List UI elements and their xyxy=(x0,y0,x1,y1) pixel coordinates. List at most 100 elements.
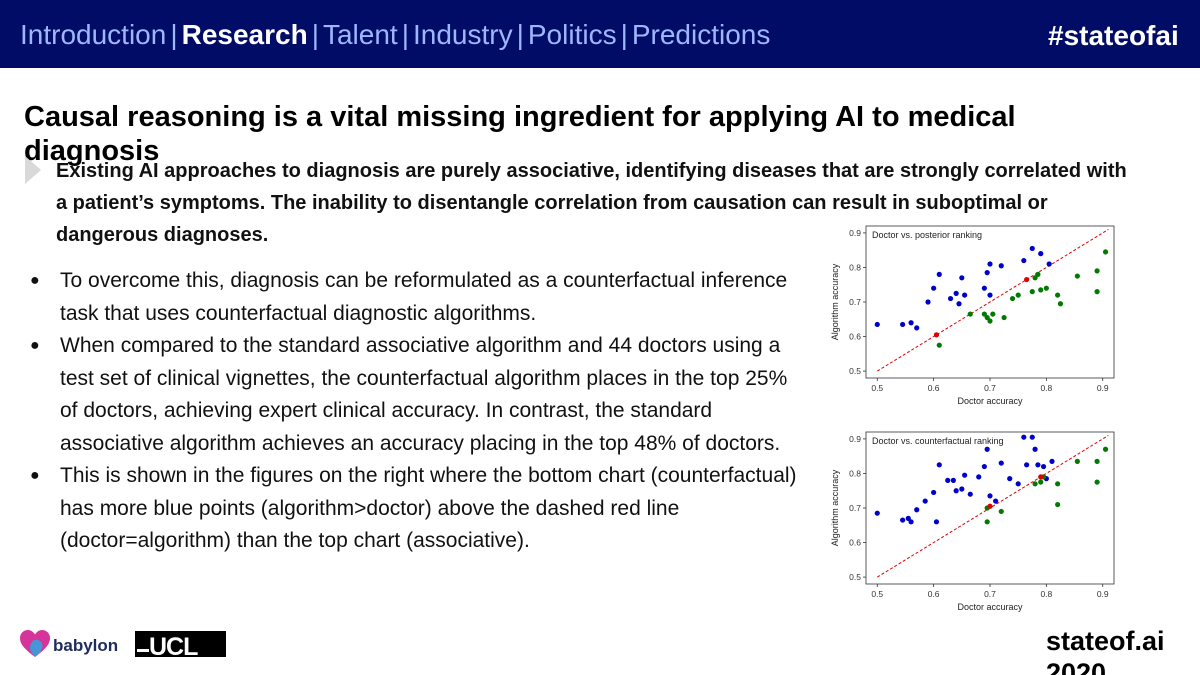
scatter-plot: Doctor vs. counterfactual ranking 0.5 0.6 0… xyxy=(830,431,1115,612)
x-axis-label: Doctor accuracy xyxy=(957,602,1023,612)
nav-item-research[interactable]: Research xyxy=(181,19,308,50)
data-point xyxy=(1035,271,1041,277)
slide-title: Causal reasoning is a vital missing ingr… xyxy=(24,101,1016,167)
header-bar: Introduction | Research | Talent | Industry | Po… xyxy=(0,0,1200,68)
data-point xyxy=(1032,275,1038,281)
data-point xyxy=(1021,434,1027,440)
heart-icon xyxy=(20,630,50,657)
x-tick-label: 0.9 xyxy=(1097,383,1109,393)
data-point xyxy=(987,318,993,324)
bullet-text: To overcome this, diagnosis can be refor… xyxy=(60,269,788,325)
bullet-icon: ● xyxy=(30,467,40,484)
y-tick-label: 0.9 xyxy=(849,434,861,444)
data-point xyxy=(1094,479,1100,485)
data-point xyxy=(1057,301,1064,307)
ucl-logo: UCL xyxy=(135,631,226,657)
data-point xyxy=(1024,462,1030,468)
nav-item-politics[interactable]: Politics xyxy=(527,19,617,50)
data-point xyxy=(945,477,951,483)
data-point xyxy=(950,477,956,483)
data-point xyxy=(987,261,993,267)
data-point xyxy=(967,491,973,497)
nav-item-introduction[interactable]: Introduction xyxy=(20,19,167,50)
data-point xyxy=(936,271,942,277)
data-point xyxy=(933,332,940,338)
data-point xyxy=(984,519,990,525)
x-tick-label: 0.6 xyxy=(928,589,940,599)
reference-line xyxy=(877,229,1109,372)
nav-separator: | xyxy=(311,19,319,50)
nav-separator: | xyxy=(620,19,628,50)
bullet-icon: ● xyxy=(30,272,40,289)
data-point xyxy=(874,321,880,328)
data-point xyxy=(1038,479,1044,485)
nav-separator: | xyxy=(170,19,178,50)
x-tick-label: 0.5 xyxy=(871,589,883,599)
nav-item-predictions[interactable]: Predictions xyxy=(631,19,771,50)
chart-title: Doctor vs. posterior ranking xyxy=(872,230,982,240)
data-point xyxy=(976,474,982,480)
data-point xyxy=(1038,287,1044,293)
y-tick-label: 0.5 xyxy=(849,572,861,582)
data-point xyxy=(953,488,959,494)
data-point xyxy=(1024,276,1030,283)
y-tick-label: 0.8 xyxy=(849,468,861,478)
data-point xyxy=(959,486,965,492)
data-point xyxy=(1049,458,1055,464)
bullet-text: When compared to the standard associativ… xyxy=(60,334,788,455)
y-tick-label: 0.6 xyxy=(849,332,861,342)
nav-item-industry[interactable]: Industry xyxy=(412,19,513,50)
lead-line: Existing AI approaches to diagnosis are … xyxy=(56,160,1127,182)
hashtag: #stateofai xyxy=(1048,20,1179,51)
data-point xyxy=(984,314,990,321)
data-point xyxy=(959,275,965,281)
data-point xyxy=(1035,462,1041,468)
bullet-icon: ● xyxy=(30,337,40,354)
data-point xyxy=(914,507,920,513)
data-point xyxy=(900,321,906,328)
data-point xyxy=(990,311,996,317)
data-point xyxy=(900,517,906,523)
y-axis-label: Algorithm accuracy xyxy=(830,469,840,546)
data-point xyxy=(1046,261,1052,267)
data-point xyxy=(1038,474,1044,480)
data-point xyxy=(1043,285,1049,291)
data-point xyxy=(922,498,928,504)
data-point xyxy=(1055,292,1061,298)
list-item: ● To overcome this, diagnosis can be refo… xyxy=(30,265,810,330)
data-point xyxy=(998,460,1004,466)
data-point xyxy=(984,270,990,276)
data-point xyxy=(1007,476,1013,482)
y-axis-label: Algorithm accuracy xyxy=(830,263,840,340)
data-point xyxy=(1055,501,1061,508)
data-point xyxy=(981,285,987,291)
y-tick-label: 0.5 xyxy=(849,366,861,376)
data-point xyxy=(905,515,911,521)
nav-item-talent[interactable]: Talent xyxy=(322,19,398,50)
data-point xyxy=(1074,273,1080,279)
data-point xyxy=(953,290,959,296)
footer-brand: stateof.ai 2020 xyxy=(1046,626,1165,675)
data-point xyxy=(1015,481,1021,487)
list-item: ● This is shown in the figures on the rig… xyxy=(30,460,810,558)
data-point xyxy=(1094,289,1100,295)
data-point xyxy=(1032,446,1038,452)
x-tick-label: 0.6 xyxy=(928,383,940,393)
nav-separator: | xyxy=(516,19,524,50)
data-point xyxy=(1015,292,1021,298)
x-tick-label: 0.8 xyxy=(1040,589,1052,599)
data-point xyxy=(1001,314,1007,321)
chart-title: Doctor vs. counterfactual ranking xyxy=(872,436,1004,446)
data-point xyxy=(1038,251,1044,257)
data-point xyxy=(908,519,914,525)
data-point xyxy=(987,503,993,509)
data-point xyxy=(1029,289,1035,295)
data-point xyxy=(947,295,954,302)
data-point xyxy=(931,489,937,496)
babylon-logo: babylon xyxy=(20,630,130,660)
x-tick-label: 0.7 xyxy=(984,383,996,393)
data-point xyxy=(936,342,942,348)
data-point xyxy=(1102,249,1109,255)
list-item: ● When compared to the standard associati… xyxy=(30,330,810,460)
data-point xyxy=(956,301,962,307)
